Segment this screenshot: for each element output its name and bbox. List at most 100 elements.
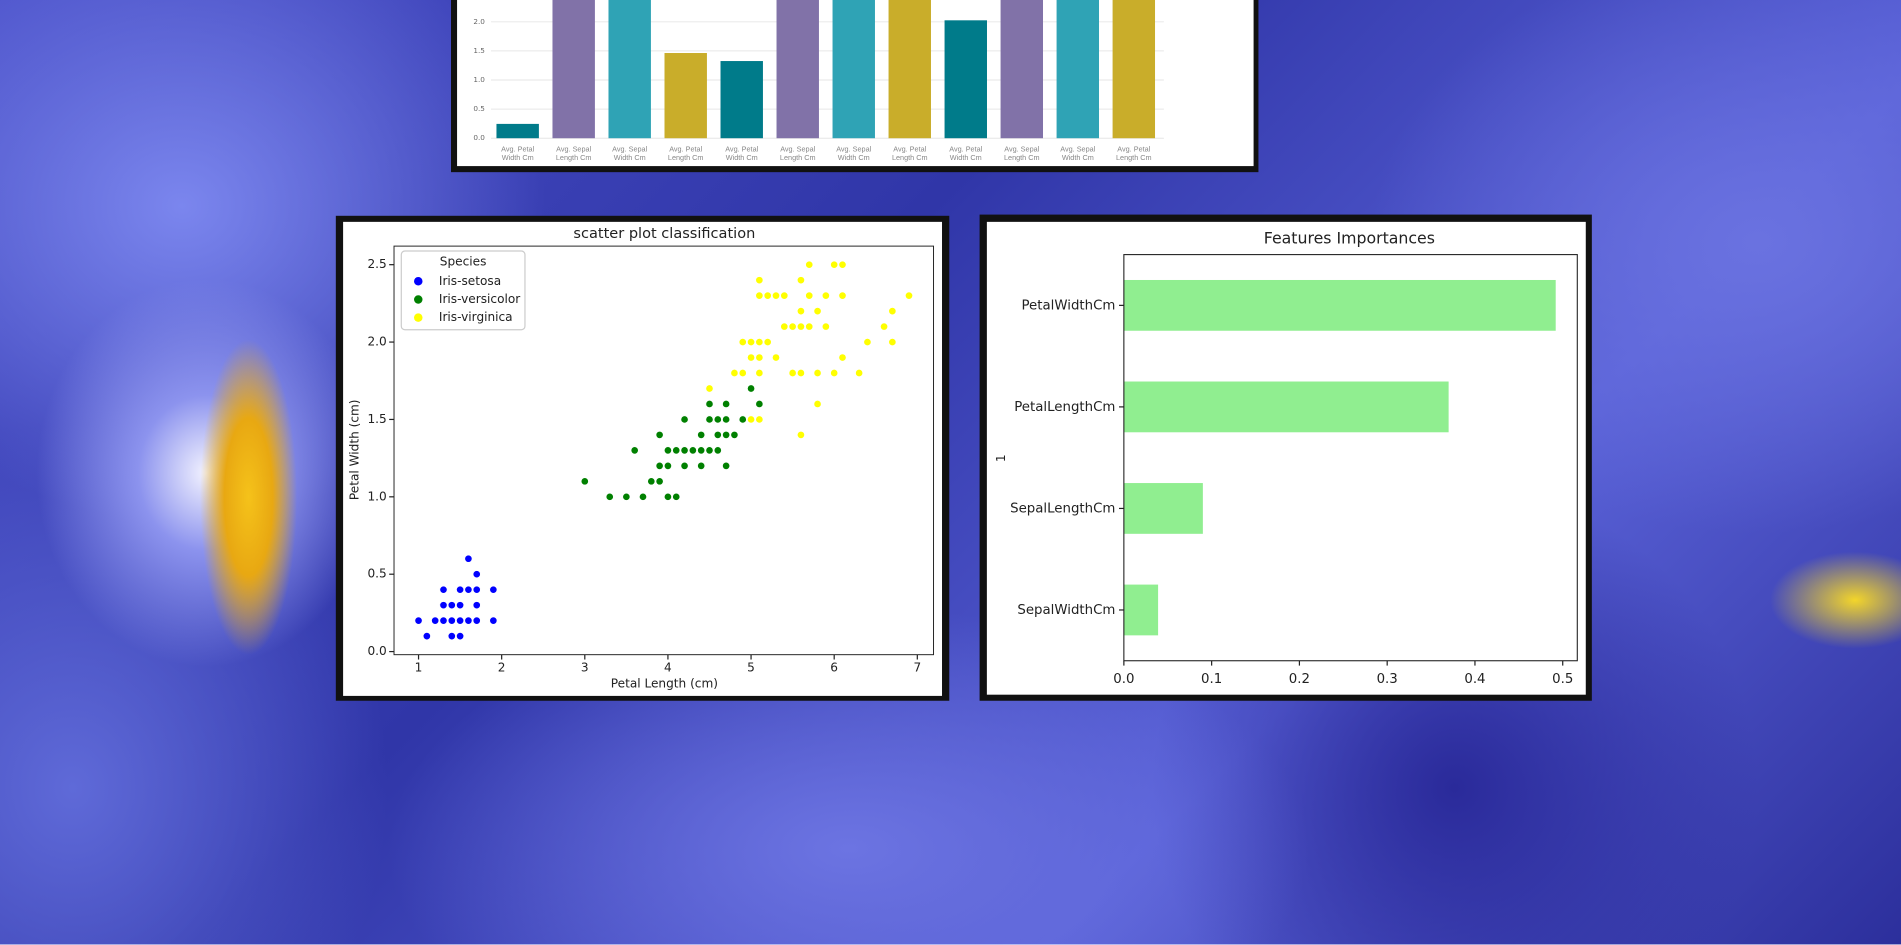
point bbox=[772, 291, 780, 300]
point bbox=[713, 430, 722, 439]
point bbox=[456, 601, 465, 610]
y-tick-label: SepalWidthCm bbox=[1017, 603, 1115, 618]
bar bbox=[832, 0, 875, 139]
x-tick-label: 1 bbox=[415, 661, 423, 675]
y-tick-label: PetalWidthCm bbox=[1022, 298, 1116, 313]
x-tick-label: Avg. Petal Width Cm bbox=[725, 146, 759, 163]
point bbox=[888, 307, 897, 316]
point bbox=[647, 477, 656, 486]
point bbox=[431, 616, 440, 625]
point bbox=[747, 415, 755, 424]
point bbox=[705, 446, 714, 455]
legend-marker bbox=[414, 277, 423, 286]
point bbox=[697, 446, 706, 455]
bar bbox=[664, 53, 707, 139]
point bbox=[705, 384, 714, 393]
axes-frame bbox=[1123, 254, 1578, 662]
legend-box bbox=[400, 250, 526, 331]
y-tick-label: 2.5 bbox=[367, 257, 386, 271]
point bbox=[855, 369, 864, 377]
point bbox=[755, 353, 764, 362]
point bbox=[622, 492, 631, 501]
x-tick-label: 3 bbox=[581, 661, 589, 675]
point bbox=[755, 400, 764, 408]
x-tick-label: Avg. Petal Length Cm bbox=[1115, 146, 1152, 163]
point bbox=[447, 632, 456, 641]
point bbox=[456, 632, 465, 641]
point bbox=[688, 446, 697, 455]
point bbox=[747, 338, 755, 347]
point bbox=[672, 446, 681, 455]
bar bbox=[1000, 0, 1044, 139]
point bbox=[722, 415, 731, 424]
y-tick-label: 0.5 bbox=[473, 104, 485, 113]
x-tick-label: Avg. Sepal Length Cm bbox=[555, 146, 592, 163]
y-tick-label: 2.0 bbox=[473, 17, 485, 26]
point bbox=[763, 338, 772, 347]
x-tick-label: 0.5 bbox=[1552, 672, 1573, 687]
x-tick-label: 0.1 bbox=[1201, 672, 1222, 687]
y-tick-label: 0.5 bbox=[367, 567, 386, 581]
point bbox=[580, 477, 589, 486]
point bbox=[805, 260, 814, 269]
bar bbox=[720, 61, 763, 139]
point bbox=[414, 616, 423, 625]
x-tick-label: Avg. Sepal Length Cm bbox=[779, 146, 816, 163]
y-axis-label: Petal Width (cm) bbox=[348, 399, 362, 500]
point bbox=[821, 322, 830, 331]
point bbox=[680, 461, 689, 470]
point bbox=[805, 322, 814, 331]
x-tick-label: Avg. Sepal Width Cm bbox=[1060, 146, 1096, 163]
point bbox=[796, 276, 805, 285]
point bbox=[672, 492, 681, 501]
point bbox=[805, 291, 814, 300]
point bbox=[780, 291, 789, 300]
point bbox=[830, 260, 839, 269]
y-tick-label: 1.0 bbox=[367, 489, 386, 503]
bar bbox=[776, 0, 819, 139]
axes-frame bbox=[393, 245, 935, 656]
point bbox=[738, 415, 747, 424]
point bbox=[722, 461, 731, 470]
y-tick-label: 1.0 bbox=[473, 75, 485, 84]
point bbox=[880, 322, 889, 331]
legend-label: Iris-virginica bbox=[439, 310, 513, 324]
point bbox=[663, 461, 672, 470]
bar bbox=[1123, 584, 1159, 636]
point bbox=[755, 415, 764, 424]
x-tick-label: Avg. Petal Width Cm bbox=[949, 146, 983, 163]
point bbox=[439, 601, 448, 610]
point bbox=[813, 400, 822, 408]
point bbox=[489, 585, 498, 594]
point bbox=[639, 492, 647, 501]
x-tick-label: 4 bbox=[664, 661, 672, 675]
x-tick-label: 6 bbox=[830, 661, 838, 675]
point bbox=[780, 322, 789, 331]
point bbox=[713, 446, 722, 455]
point bbox=[722, 430, 731, 439]
point bbox=[464, 585, 473, 594]
point bbox=[655, 461, 664, 470]
y-tick-label: 0.0 bbox=[473, 133, 485, 142]
point bbox=[722, 400, 731, 408]
point bbox=[680, 446, 689, 455]
point bbox=[697, 461, 706, 470]
bar bbox=[1056, 0, 1100, 139]
point bbox=[464, 616, 473, 625]
x-tick-label: Avg. Sepal Length Cm bbox=[1003, 146, 1040, 163]
bar bbox=[1123, 381, 1449, 433]
point bbox=[422, 632, 431, 641]
bar bbox=[888, 0, 931, 139]
point bbox=[456, 616, 465, 625]
point bbox=[905, 291, 913, 300]
x-tick-label: 0.3 bbox=[1377, 672, 1398, 687]
legend-label: Iris-setosa bbox=[439, 274, 501, 288]
point bbox=[796, 430, 805, 439]
bar bbox=[944, 20, 987, 139]
chart-title: scatter plot classification bbox=[573, 226, 755, 242]
point bbox=[663, 446, 672, 455]
bar bbox=[496, 123, 539, 139]
point bbox=[813, 369, 822, 377]
